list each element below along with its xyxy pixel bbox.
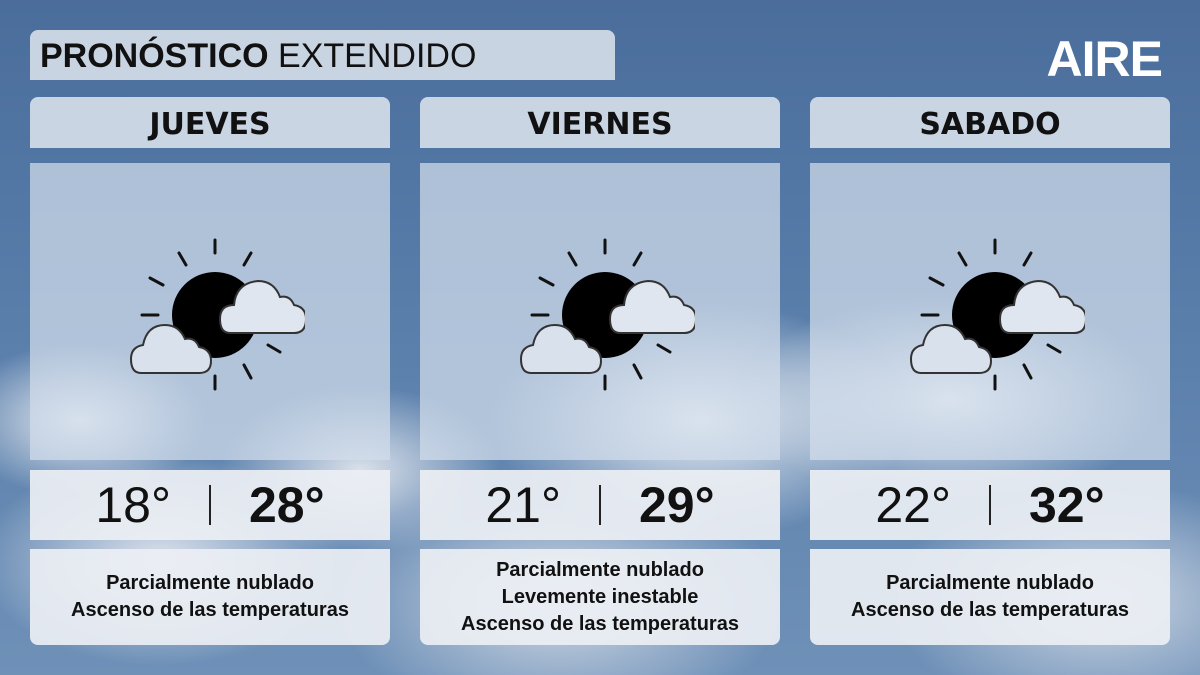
description-line: Levemente inestable (501, 585, 699, 608)
title-bold: PRONÓSTICO (40, 37, 269, 75)
forecast-description: Parcialmente nublado Ascenso de las tempe… (30, 549, 390, 645)
max-temp: 32° (1029, 477, 1105, 533)
min-temp: 21° (485, 477, 561, 533)
weather-image (420, 163, 780, 460)
day-card: SABADO 22° 32° Parcialmente nublado Ascens… (810, 97, 1170, 645)
min-temp: 18° (95, 477, 171, 533)
description-line: Parcialmente nublado (106, 572, 314, 594)
day-name: VIERNES (420, 97, 780, 148)
partly-cloudy-icon (909, 238, 1085, 391)
temperatures: 21° 29° (420, 470, 780, 540)
temperatures: 22° 32° (810, 470, 1170, 540)
forecast-description: Parcialmente nublado Ascenso de las tempe… (810, 549, 1170, 645)
max-temp: 29° (639, 477, 715, 533)
weather-image (30, 163, 390, 460)
partly-cloudy-icon (519, 238, 695, 391)
divider (989, 485, 991, 525)
description-line: Parcialmente nublado (496, 558, 704, 581)
page-title: PRONÓSTICO EXTENDIDO (30, 30, 615, 80)
day-card: JUEVES 18° 28° Parcialmente nublado Ascens… (30, 97, 390, 645)
description-line: Parcialmente nublado (886, 572, 1094, 594)
temperatures: 18° 28° (30, 470, 390, 540)
day-name: SABADO (810, 97, 1170, 148)
divider (599, 485, 601, 525)
partly-cloudy-icon (129, 238, 305, 391)
forecast-description: Parcialmente nublado Levemente inestable A… (420, 549, 780, 645)
description-line: Ascenso de las temperaturas (71, 599, 349, 621)
max-temp: 28° (249, 477, 325, 533)
aire-logo: AIRE (1046, 31, 1163, 87)
min-temp: 22° (875, 477, 951, 533)
weather-image (810, 163, 1170, 460)
divider (209, 485, 211, 525)
description-line: Ascenso de las temperaturas (851, 599, 1129, 621)
description-line: Ascenso de las temperaturas (461, 612, 739, 635)
day-card: VIERNES 21° 29° Parcialmente nublado Levem… (420, 97, 780, 645)
day-name: JUEVES (30, 97, 390, 148)
title-regular: EXTENDIDO (278, 37, 477, 75)
